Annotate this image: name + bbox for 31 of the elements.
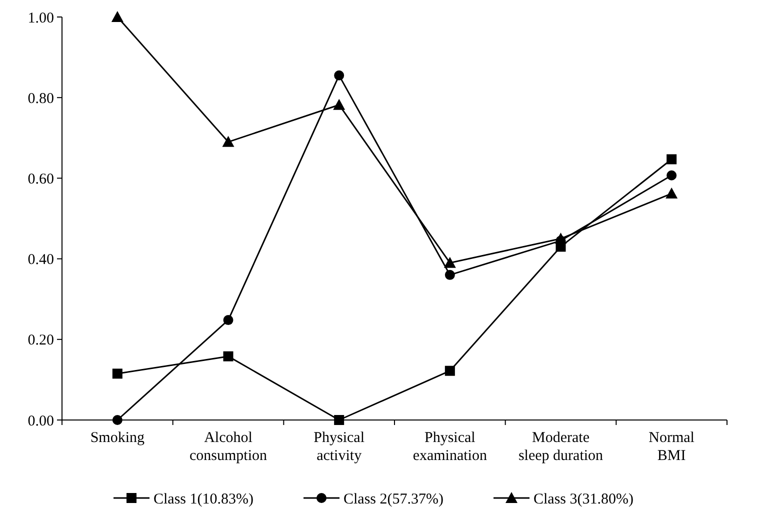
y-tick-label: 0.00 — [28, 413, 54, 430]
point — [222, 136, 234, 147]
point — [334, 70, 344, 80]
x-tick-label: Alcohol consumption — [190, 430, 268, 464]
point — [223, 351, 234, 362]
y-tick-label: 0.20 — [28, 332, 54, 349]
y-tick-label: 0.60 — [28, 171, 54, 188]
point — [111, 11, 124, 22]
point — [444, 366, 455, 376]
legend-label: Class 3(31.80%) — [534, 491, 634, 508]
point — [112, 415, 122, 425]
point — [334, 415, 344, 425]
point — [666, 170, 677, 180]
legend-label: Class 2(57.37%) — [344, 491, 444, 508]
y-tick-label: 1.00 — [28, 10, 54, 26]
point — [556, 242, 566, 252]
x-tick-label: Physical examination — [412, 430, 488, 464]
point — [223, 315, 234, 326]
y-tick-label: 0.80 — [28, 90, 54, 107]
point — [666, 188, 678, 199]
legend-label: Class 1(10.83%) — [154, 491, 254, 508]
point — [666, 154, 677, 164]
point — [112, 368, 122, 379]
x-tick-label: Smoking — [90, 430, 145, 446]
x-tick-label: Moderate sleep duration — [518, 430, 604, 464]
x-tick-label: Physical activity — [314, 430, 365, 464]
y-tick-label: 0.40 — [28, 252, 54, 268]
point — [444, 270, 455, 280]
point — [333, 98, 346, 110]
x-tick-label: Normal BMI — [648, 430, 694, 464]
point — [444, 256, 456, 268]
